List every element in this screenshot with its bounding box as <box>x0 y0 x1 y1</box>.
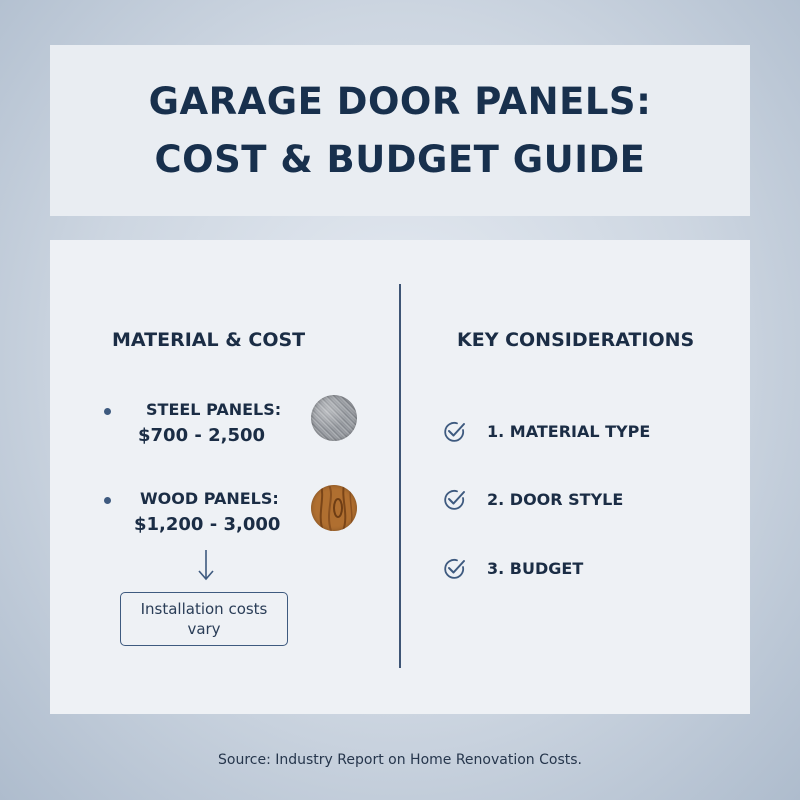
consideration-item-3: 3. BUDGET <box>487 559 584 578</box>
bullet-icon <box>104 408 111 415</box>
material-cost-heading: MATERIAL & COST <box>112 329 306 351</box>
steel-panels-label: STEEL PANELS: <box>146 400 282 419</box>
wood-panels-label: WOOD PANELS: <box>140 489 279 508</box>
checkmark-circle-icon <box>444 558 465 579</box>
installation-note: Installation costs vary <box>120 592 288 646</box>
title-banner: GARAGE DOOR PANELS: COST & BUDGET GUIDE <box>50 45 750 216</box>
installation-note-line-2: vary <box>187 620 221 638</box>
consideration-item-1: 1. MATERIAL TYPE <box>487 422 651 441</box>
wood-grain-icon <box>311 485 357 531</box>
checkmark-circle-icon <box>444 489 465 510</box>
source-citation: Source: Industry Report on Home Renovati… <box>218 752 582 768</box>
installation-note-line-1: Installation costs <box>140 600 268 618</box>
column-divider <box>399 284 401 668</box>
content-panel: MATERIAL & COST STEEL PANELS: $700 - 2,5… <box>50 240 750 714</box>
wood-panels-price: $1,200 - 3,000 <box>134 514 281 535</box>
steel-texture-icon <box>311 395 357 441</box>
page-title-line-1: GARAGE DOOR PANELS: <box>148 79 652 123</box>
page-title-line-2: COST & BUDGET GUIDE <box>154 137 646 181</box>
bullet-icon <box>104 497 111 504</box>
key-considerations-heading: KEY CONSIDERATIONS <box>457 329 695 351</box>
arrow-down-icon <box>198 550 214 581</box>
steel-panels-price: $700 - 2,500 <box>138 425 266 446</box>
consideration-item-2: 2. DOOR STYLE <box>487 490 624 509</box>
checkmark-circle-icon <box>444 421 465 442</box>
